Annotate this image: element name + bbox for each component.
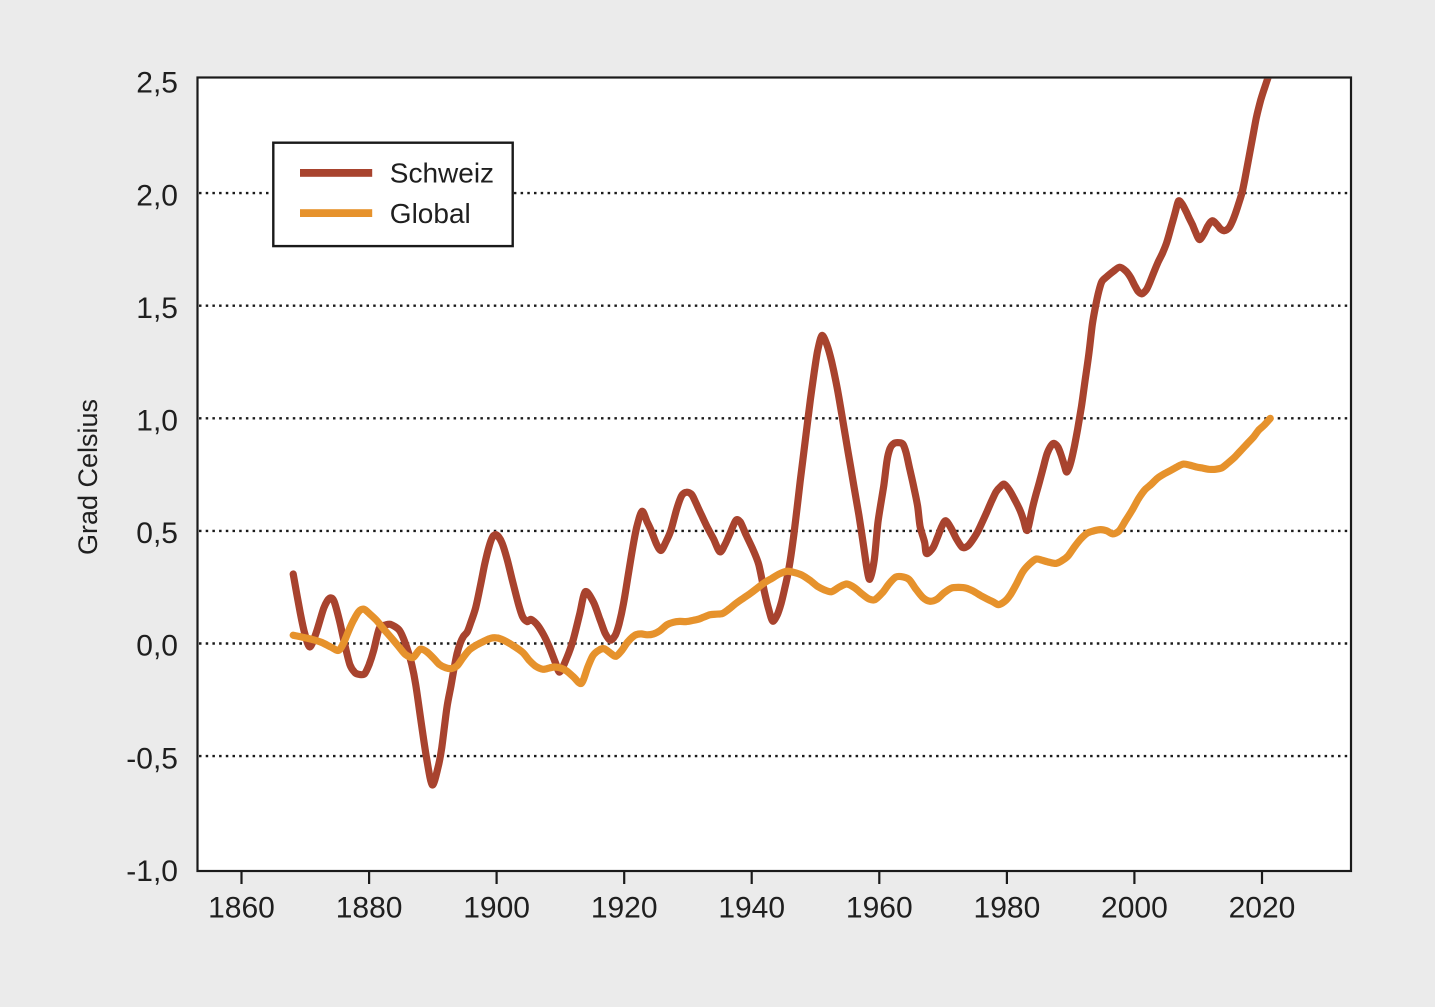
svg-text:1940: 1940 (718, 892, 785, 925)
svg-text:-1,0: -1,0 (126, 855, 178, 888)
svg-text:1,5: 1,5 (136, 292, 178, 325)
svg-text:0,0: 0,0 (136, 630, 178, 663)
svg-text:Global: Global (390, 198, 471, 229)
svg-text:1,0: 1,0 (136, 405, 178, 438)
svg-text:Schweiz: Schweiz (390, 158, 494, 189)
svg-text:1900: 1900 (463, 892, 530, 925)
svg-text:2000: 2000 (1101, 892, 1168, 925)
svg-text:2020: 2020 (1229, 892, 1296, 925)
svg-text:2,0: 2,0 (136, 179, 178, 212)
svg-text:Grad Celsius: Grad Celsius (73, 399, 103, 555)
svg-text:1880: 1880 (336, 892, 403, 925)
svg-text:0,5: 0,5 (136, 517, 178, 550)
svg-text:-0,5: -0,5 (126, 742, 178, 775)
svg-text:1960: 1960 (846, 892, 913, 925)
svg-text:1920: 1920 (591, 892, 658, 925)
svg-text:1860: 1860 (208, 892, 275, 925)
svg-text:1980: 1980 (974, 892, 1041, 925)
svg-text:2,5: 2,5 (136, 67, 178, 100)
